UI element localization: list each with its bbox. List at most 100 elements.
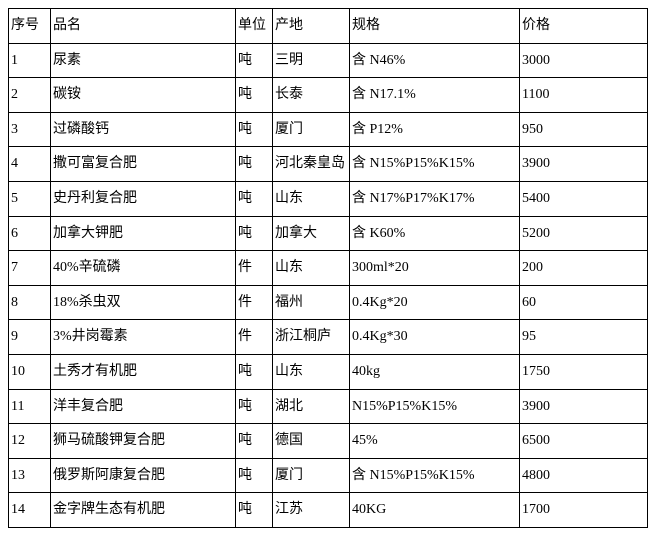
header-seq: 序号 (9, 9, 51, 44)
header-origin: 产地 (273, 9, 350, 44)
table-cell: 含 N46% (350, 43, 520, 78)
table-cell: 尿素 (51, 43, 236, 78)
table-row: 5史丹利复合肥吨山东含 N17%P17%K17%5400 (9, 181, 648, 216)
table-cell: 吨 (236, 493, 273, 528)
table-cell: 德国 (273, 424, 350, 459)
table-cell: 碳铵 (51, 78, 236, 113)
table-cell: 3900 (520, 147, 648, 182)
header-price: 价格 (520, 9, 648, 44)
table-row: 1尿素吨三明含 N46%3000 (9, 43, 648, 78)
table-cell: 含 N15%P15%K15% (350, 458, 520, 493)
table-cell: 1750 (520, 354, 648, 389)
table-cell: 金字牌生态有机肥 (51, 493, 236, 528)
table-row: 740%辛硫磷件山东300ml*20200 (9, 251, 648, 286)
table-cell: 含 N17%P17%K17% (350, 181, 520, 216)
table-cell: 含 N15%P15%K15% (350, 147, 520, 182)
table-cell: 厦门 (273, 458, 350, 493)
table-row: 2碳铵吨长泰含 N17.1%1100 (9, 78, 648, 113)
table-cell: 3%井岗霉素 (51, 320, 236, 355)
table-cell: 吨 (236, 216, 273, 251)
table-cell: 长泰 (273, 78, 350, 113)
table-cell: 土秀才有机肥 (51, 354, 236, 389)
table-cell: 4 (9, 147, 51, 182)
table-cell: 三明 (273, 43, 350, 78)
table-cell: 山东 (273, 181, 350, 216)
table-cell: 件 (236, 251, 273, 286)
table-cell: 1100 (520, 78, 648, 113)
table-row: 3过磷酸钙吨厦门含 P12%950 (9, 112, 648, 147)
table-cell: 8 (9, 285, 51, 320)
table-cell: 吨 (236, 424, 273, 459)
table-cell: 40%辛硫磷 (51, 251, 236, 286)
header-name: 品名 (51, 9, 236, 44)
table-cell: 吨 (236, 78, 273, 113)
table-row: 13俄罗斯阿康复合肥吨厦门含 N15%P15%K15%4800 (9, 458, 648, 493)
table-cell: 吨 (236, 458, 273, 493)
table-cell: 加拿大钾肥 (51, 216, 236, 251)
table-cell: 4800 (520, 458, 648, 493)
table-cell: 浙江桐庐 (273, 320, 350, 355)
header-unit: 单位 (236, 9, 273, 44)
table-cell: 件 (236, 320, 273, 355)
table-header: 序号 品名 单位 产地 规格 价格 (9, 9, 648, 44)
table-cell: 加拿大 (273, 216, 350, 251)
table-cell: 含 P12% (350, 112, 520, 147)
table-row: 12狮马硫酸钾复合肥吨德国45%6500 (9, 424, 648, 459)
table-cell: 吨 (236, 354, 273, 389)
table-cell: 吨 (236, 43, 273, 78)
header-row: 序号 品名 单位 产地 规格 价格 (9, 9, 648, 44)
table-row: 6加拿大钾肥吨加拿大含 K60%5200 (9, 216, 648, 251)
table-cell: 200 (520, 251, 648, 286)
table-cell: 12 (9, 424, 51, 459)
table-cell: 1700 (520, 493, 648, 528)
table-cell: 11 (9, 389, 51, 424)
table-row: 11洋丰复合肥吨湖北N15%P15%K15%3900 (9, 389, 648, 424)
table-cell: 5400 (520, 181, 648, 216)
table-cell: 5200 (520, 216, 648, 251)
table-cell: 2 (9, 78, 51, 113)
table-cell: 含 N17.1% (350, 78, 520, 113)
fertilizer-price-table: 序号 品名 单位 产地 规格 价格 1尿素吨三明含 N46%30002碳铵吨长泰… (8, 8, 648, 528)
table-body: 1尿素吨三明含 N46%30002碳铵吨长泰含 N17.1%11003过磷酸钙吨… (9, 43, 648, 527)
table-cell: 撒可富复合肥 (51, 147, 236, 182)
table-cell: 吨 (236, 389, 273, 424)
table-cell: 河北秦皇岛 (273, 147, 350, 182)
table-cell: 史丹利复合肥 (51, 181, 236, 216)
table-cell: 吨 (236, 112, 273, 147)
table-cell: 俄罗斯阿康复合肥 (51, 458, 236, 493)
table-cell: 45% (350, 424, 520, 459)
table-cell: 300ml*20 (350, 251, 520, 286)
table-cell: 5 (9, 181, 51, 216)
table-row: 10土秀才有机肥吨山东40kg1750 (9, 354, 648, 389)
table-cell: N15%P15%K15% (350, 389, 520, 424)
table-cell: 狮马硫酸钾复合肥 (51, 424, 236, 459)
table-cell: 1 (9, 43, 51, 78)
table-row: 14金字牌生态有机肥吨江苏40KG1700 (9, 493, 648, 528)
table-cell: 洋丰复合肥 (51, 389, 236, 424)
table-cell: 3900 (520, 389, 648, 424)
table-cell: 0.4Kg*30 (350, 320, 520, 355)
table-row: 93%井岗霉素件浙江桐庐0.4Kg*3095 (9, 320, 648, 355)
table-cell: 厦门 (273, 112, 350, 147)
table-cell: 含 K60% (350, 216, 520, 251)
table-cell: 13 (9, 458, 51, 493)
table-cell: 9 (9, 320, 51, 355)
table-cell: 6500 (520, 424, 648, 459)
table-cell: 95 (520, 320, 648, 355)
table-row: 4撒可富复合肥吨河北秦皇岛含 N15%P15%K15%3900 (9, 147, 648, 182)
table-cell: 60 (520, 285, 648, 320)
table-cell: 14 (9, 493, 51, 528)
table-cell: 18%杀虫双 (51, 285, 236, 320)
table-row: 818%杀虫双件福州0.4Kg*2060 (9, 285, 648, 320)
table-cell: 950 (520, 112, 648, 147)
table-cell: 10 (9, 354, 51, 389)
header-spec: 规格 (350, 9, 520, 44)
table-cell: 7 (9, 251, 51, 286)
table-cell: 6 (9, 216, 51, 251)
table-cell: 40KG (350, 493, 520, 528)
table-cell: 江苏 (273, 493, 350, 528)
table-cell: 福州 (273, 285, 350, 320)
table-cell: 3 (9, 112, 51, 147)
table-cell: 吨 (236, 181, 273, 216)
table-cell: 40kg (350, 354, 520, 389)
